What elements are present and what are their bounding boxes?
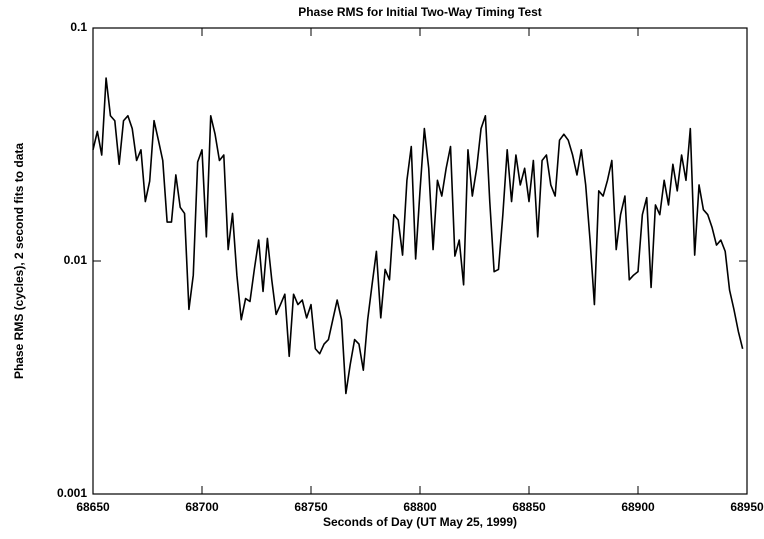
chart-title: Phase RMS for Initial Two-Way Timing Tes… (298, 5, 542, 19)
data-line (92, 77, 744, 395)
x-tick-label: 68800 (403, 500, 437, 514)
x-tick-label: 68850 (512, 500, 546, 514)
x-axis-label: Seconds of Day (UT May 25, 1999) (323, 515, 517, 529)
plot-frame (92, 27, 748, 495)
y-axis-label: Phase RMS (cycles), 2 second fits to dat… (12, 143, 26, 379)
x-tick-label: 68750 (294, 500, 328, 514)
x-tick-label: 68900 (621, 500, 655, 514)
x-tick-label: 68950 (730, 500, 764, 514)
x-tick-label: 68700 (185, 500, 219, 514)
y-tick-label: 0.01 (64, 253, 88, 267)
x-tick-label: 68650 (76, 500, 110, 514)
y-tick-label: 0.1 (70, 20, 87, 34)
y-tick-label: 0.001 (57, 486, 87, 500)
